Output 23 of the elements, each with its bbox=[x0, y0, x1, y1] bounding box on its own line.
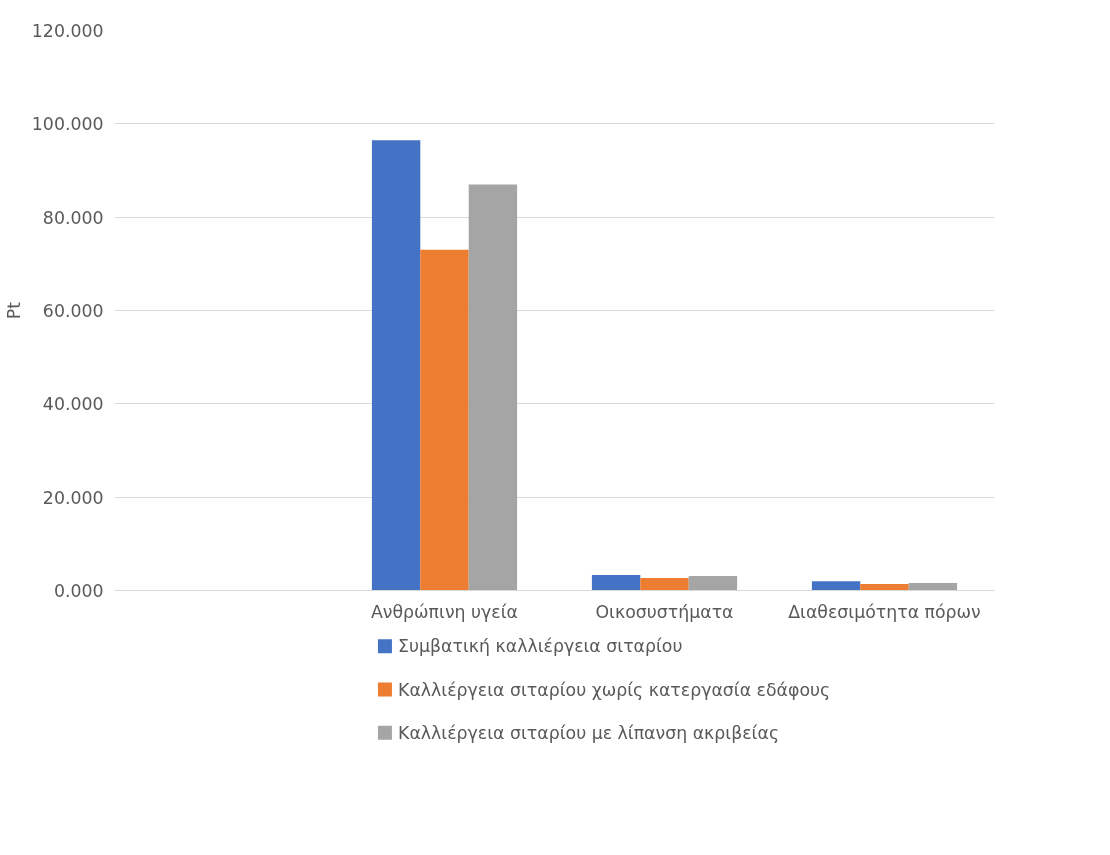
bar bbox=[591, 575, 641, 591]
legend-label: Συμβατική καλλιέργεια σιταρίου bbox=[398, 636, 683, 657]
x-tick-label: Ανθρώπινη υγεία bbox=[370, 601, 519, 622]
y-tick-label: 20.000 bbox=[42, 487, 104, 508]
y-tick-label: 80.000 bbox=[42, 207, 104, 228]
y-tick-label: 40.000 bbox=[42, 394, 104, 415]
bar bbox=[688, 576, 738, 591]
bar bbox=[420, 249, 469, 591]
bar bbox=[468, 184, 518, 591]
bar bbox=[908, 583, 958, 591]
y-tick-label: 100.000 bbox=[31, 114, 104, 135]
y-tick-label: 60.000 bbox=[42, 301, 104, 321]
legend-label: Καλλιέργεια σιταρίου με λίπανση ακριβείας bbox=[398, 722, 780, 743]
bar bbox=[860, 583, 909, 591]
bar bbox=[371, 140, 421, 591]
bar bbox=[811, 581, 861, 591]
y-axis-title: Pt bbox=[3, 301, 24, 320]
legend-label: Καλλιέργεια σιταρίου χωρίς κατεργασία εδάφους bbox=[398, 679, 831, 700]
y-tick-label: 0.000 bbox=[53, 581, 104, 601]
x-tick-label: Οικοσυστήματα bbox=[595, 601, 734, 622]
x-tick-label: Διαθεσιμότητα πόρων bbox=[788, 601, 981, 622]
bar bbox=[640, 577, 689, 591]
y-tick-label: 120.000 bbox=[31, 21, 104, 41]
